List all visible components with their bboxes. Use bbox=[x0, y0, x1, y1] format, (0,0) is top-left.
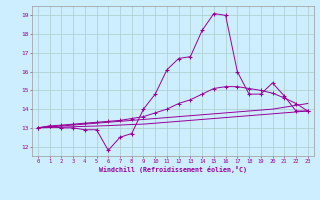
X-axis label: Windchill (Refroidissement éolien,°C): Windchill (Refroidissement éolien,°C) bbox=[99, 166, 247, 173]
